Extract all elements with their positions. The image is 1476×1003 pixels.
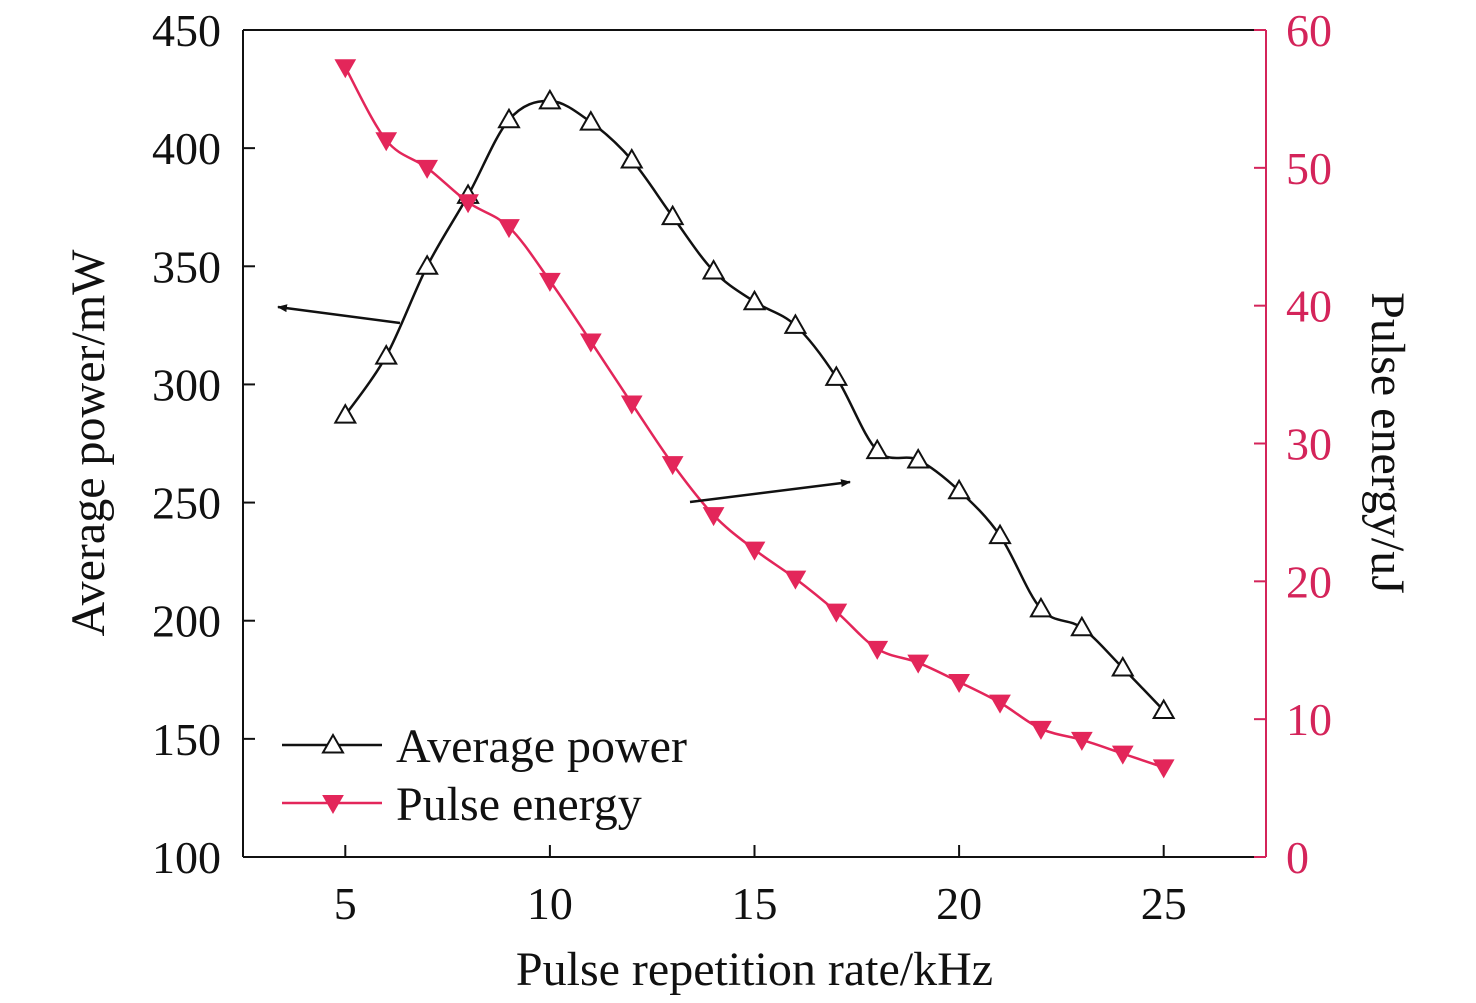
y-left-tick-label: 450 xyxy=(152,5,221,56)
average-power-point xyxy=(701,258,726,280)
arrow-left-annotation xyxy=(277,304,401,325)
average-power-point xyxy=(906,448,930,469)
x-axis-title: Pulse repetition rate/kHz xyxy=(516,943,993,996)
pulse-energy-point xyxy=(1111,745,1134,765)
pulse-energy-line xyxy=(344,66,1165,769)
y-right-tick-label: 60 xyxy=(1286,5,1332,56)
average-power-point xyxy=(374,344,398,365)
y-left-tick-label: 100 xyxy=(152,832,221,883)
y-right-tick-label: 40 xyxy=(1286,281,1332,332)
average-power-point xyxy=(947,478,971,500)
pulse-energy-point xyxy=(825,603,848,623)
pulse-energy-point xyxy=(1030,720,1052,740)
legend-label-average-power: Average power xyxy=(396,720,687,773)
average-power-point xyxy=(415,254,439,275)
legend-label-pulse-energy: Pulse energy xyxy=(396,778,642,831)
pulse-energy-point xyxy=(784,570,807,590)
pulse-energy-point xyxy=(579,333,602,353)
y-right-tick-label: 50 xyxy=(1286,143,1332,194)
average-power-point xyxy=(988,523,1012,545)
average-power-point xyxy=(1070,615,1094,637)
average-power-point xyxy=(497,107,521,129)
annotation-layer xyxy=(277,304,851,504)
pulse-energy-point xyxy=(743,541,766,561)
pulse-energy-point xyxy=(989,694,1011,714)
y-right-tick-label: 20 xyxy=(1286,556,1332,607)
average-power-point xyxy=(865,438,889,460)
y-right-tick-label: 0 xyxy=(1286,832,1309,883)
pulse-energy-point xyxy=(1070,731,1093,751)
legend-marker-average-power xyxy=(321,732,345,754)
y-right-axis-title: Pulse energy/uJ xyxy=(1361,292,1414,594)
y-right-tick-label: 10 xyxy=(1286,694,1332,745)
pulse-energy-point xyxy=(702,507,725,527)
y-left-tick-label: 150 xyxy=(152,714,221,765)
x-tick-label: 15 xyxy=(732,878,778,929)
x-tick-label: 25 xyxy=(1141,878,1187,929)
pulse-energy-point xyxy=(416,159,439,179)
average-power-point xyxy=(579,110,603,131)
average-power-point xyxy=(1111,655,1135,677)
series-layer xyxy=(333,59,1176,779)
axis-titles: Pulse repetition rate/kHz Average power/m… xyxy=(62,249,1414,996)
pulse-energy-point xyxy=(948,673,970,693)
average-power-point xyxy=(333,403,358,424)
pulse-energy-point xyxy=(907,654,930,674)
pulse-energy-point xyxy=(661,456,684,476)
average-power-point xyxy=(1151,698,1176,720)
average-power-point xyxy=(742,289,767,311)
average-power-point xyxy=(538,88,562,110)
average-power-point xyxy=(824,365,849,386)
pulse-energy-point xyxy=(375,132,398,152)
y-right-tick-label: 30 xyxy=(1286,419,1332,470)
x-tick-label: 5 xyxy=(334,878,357,929)
pulse-energy-point xyxy=(498,219,520,239)
average-power-point xyxy=(620,147,644,169)
pulse-energy-point xyxy=(457,194,479,214)
y-left-axis-title: Average power/mW xyxy=(62,249,115,637)
y-left-tick-label: 350 xyxy=(152,241,221,292)
pulse-energy-point xyxy=(866,640,889,660)
average-power-point xyxy=(783,313,808,334)
y-left-tick-label: 400 xyxy=(152,123,221,174)
y-left-tick-label: 200 xyxy=(152,596,221,647)
pulse-energy-point xyxy=(334,59,357,79)
pulse-energy-point xyxy=(539,272,561,292)
pulse-energy-point xyxy=(620,395,643,415)
average-power-point xyxy=(1029,596,1053,618)
arrow-right-annotation xyxy=(689,479,851,504)
legend-marker-pulse-energy xyxy=(322,795,344,815)
axis-ticks: 5 10 15 20 25 100 150 200 250 300 350 400 450 0 10 20 30… xyxy=(152,5,1332,929)
x-tick-label: 20 xyxy=(936,878,982,929)
y-left-tick-label: 250 xyxy=(152,478,221,529)
x-tick-label: 10 xyxy=(527,878,573,929)
y-left-tick-label: 300 xyxy=(152,359,221,410)
pulse-energy-point xyxy=(1152,759,1175,779)
average-power-point xyxy=(660,204,685,226)
